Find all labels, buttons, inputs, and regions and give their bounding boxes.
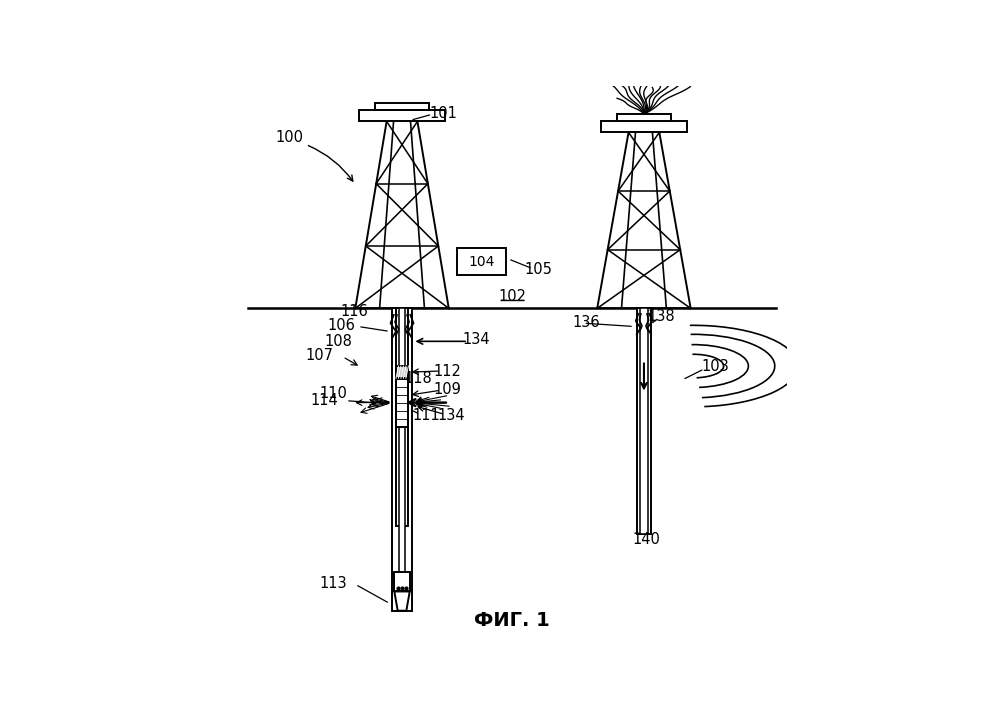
Bar xyxy=(636,308,651,534)
Text: ФИГ. 1: ФИГ. 1 xyxy=(475,610,549,630)
Text: 113: 113 xyxy=(320,575,347,590)
Bar xyxy=(359,111,446,121)
Text: 116: 116 xyxy=(341,303,368,318)
Text: 103: 103 xyxy=(701,358,729,373)
Text: 134: 134 xyxy=(463,332,491,347)
Text: 109: 109 xyxy=(434,382,462,397)
Text: 105: 105 xyxy=(524,262,552,277)
Text: 138: 138 xyxy=(647,309,675,324)
Text: 104: 104 xyxy=(469,255,495,268)
Text: 136: 136 xyxy=(572,315,600,330)
Text: 118: 118 xyxy=(405,371,433,386)
Bar xyxy=(392,308,413,610)
Bar xyxy=(396,308,408,526)
Text: 101: 101 xyxy=(430,106,458,121)
Text: 102: 102 xyxy=(498,288,526,303)
Text: 140: 140 xyxy=(632,532,660,547)
Bar xyxy=(395,572,410,591)
Bar xyxy=(376,104,429,111)
Bar xyxy=(600,121,687,132)
Bar xyxy=(396,378,408,426)
Bar xyxy=(617,114,670,121)
Text: 100: 100 xyxy=(276,131,304,146)
Text: 107: 107 xyxy=(306,348,334,363)
Bar xyxy=(640,308,647,534)
Bar xyxy=(457,248,506,276)
Bar xyxy=(399,308,405,589)
Text: 134: 134 xyxy=(438,408,466,423)
Text: 110: 110 xyxy=(319,386,347,401)
Text: 106: 106 xyxy=(328,318,356,333)
Bar xyxy=(396,366,408,378)
Text: 114: 114 xyxy=(310,393,338,408)
Polygon shape xyxy=(395,591,410,610)
Text: 112: 112 xyxy=(434,363,462,378)
Text: 111: 111 xyxy=(413,408,441,423)
Text: 108: 108 xyxy=(325,334,353,349)
